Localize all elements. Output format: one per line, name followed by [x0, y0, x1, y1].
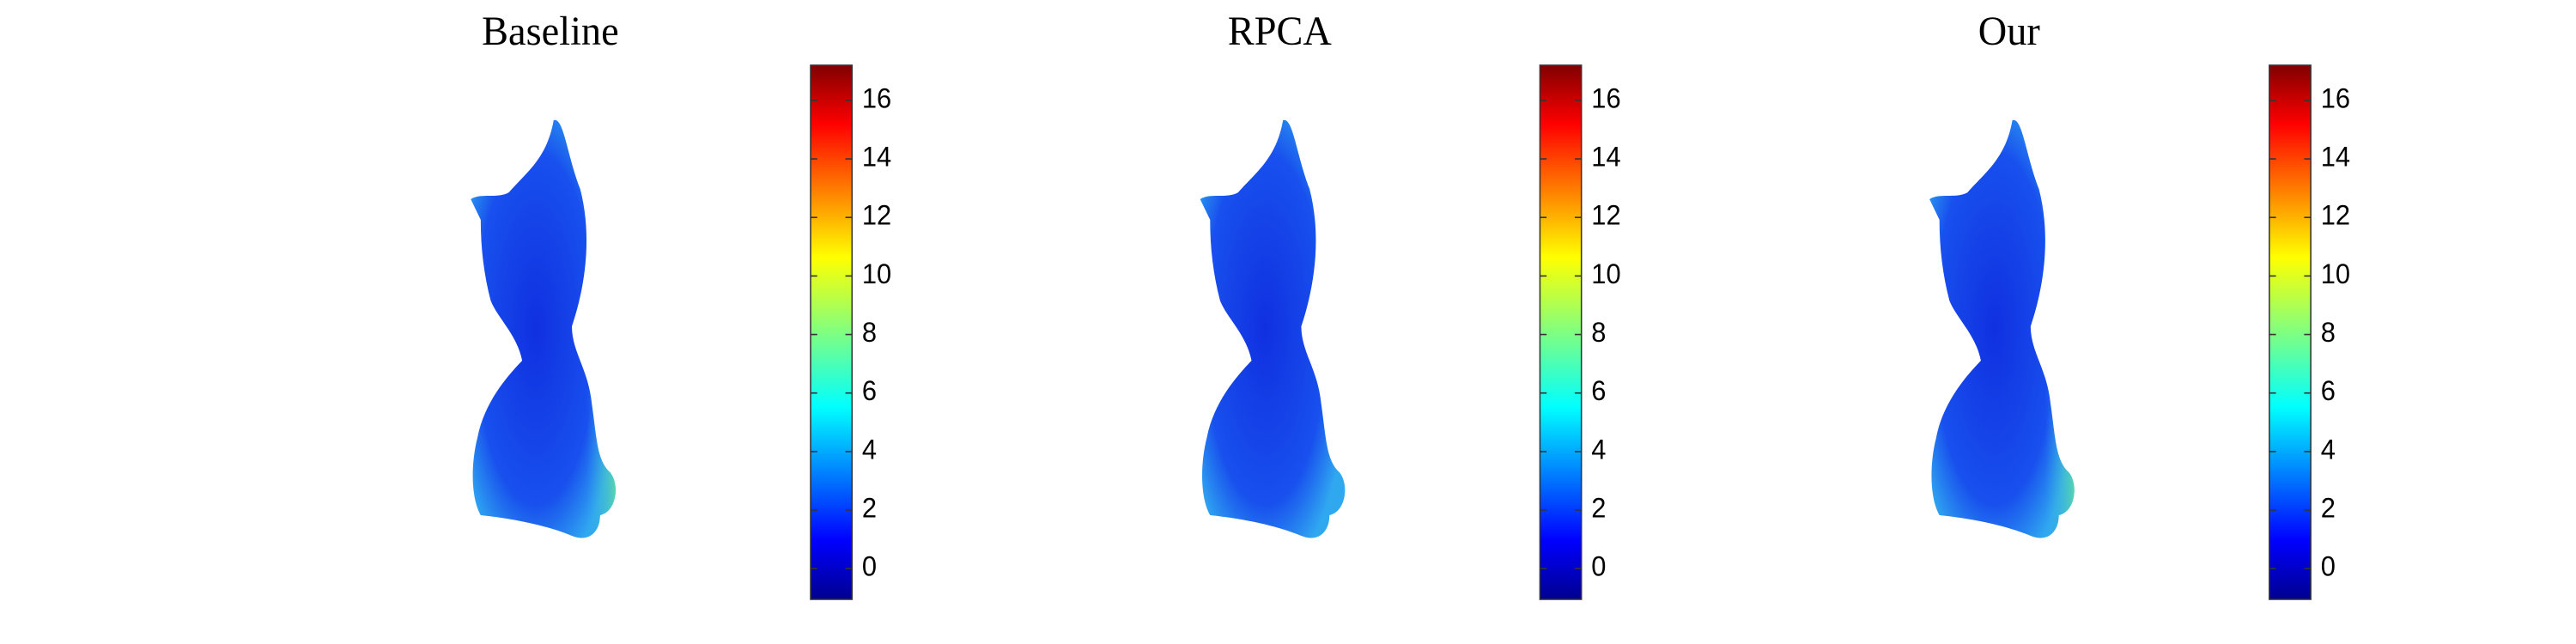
tick-label: 4: [1591, 434, 1606, 465]
colorbar: [810, 64, 854, 600]
tick-label: 12: [2321, 200, 2350, 231]
tick-label: 14: [1591, 142, 1620, 173]
tick-label: 6: [2321, 376, 2336, 407]
mesh-edge: [1929, 119, 2075, 538]
tick-label: 16: [2321, 83, 2350, 114]
mesh: [1200, 119, 1346, 538]
tick-label: 8: [2321, 318, 2336, 349]
tick-label: 8: [1591, 318, 1606, 349]
tick-label: 6: [1591, 376, 1606, 407]
tick-label: 16: [862, 83, 891, 114]
panel-title: Our: [1978, 9, 2040, 54]
tick-label: 0: [2321, 551, 2336, 582]
tick-label: 10: [1591, 258, 1620, 289]
tick-label: 12: [862, 200, 891, 231]
panel-title: RPCA: [1228, 9, 1332, 54]
colorbar: [2269, 64, 2312, 600]
tick-label: 12: [1591, 200, 1620, 231]
tick-label: 10: [2321, 258, 2350, 289]
tick-label: 16: [1591, 83, 1620, 114]
panel: [471, 119, 616, 538]
tick-label: 2: [2321, 493, 2336, 524]
tick-label: 4: [862, 434, 877, 465]
tick-label: 0: [862, 551, 877, 582]
colorbar: [1539, 64, 1583, 600]
panel-title: Baseline: [482, 9, 618, 54]
panel: [1929, 119, 2075, 538]
mesh-edge: [471, 119, 616, 538]
tick-label: 4: [2321, 434, 2336, 465]
tick-label: 6: [862, 376, 877, 407]
tick-label: 2: [862, 493, 877, 524]
tick-label: 0: [1591, 551, 1606, 582]
panel: [1200, 119, 1346, 538]
tick-label: 14: [2321, 142, 2350, 173]
tick-label: 14: [862, 142, 891, 173]
tick-label: 10: [862, 258, 891, 289]
tick-label: 2: [1591, 493, 1606, 524]
tick-label: 8: [862, 318, 877, 349]
